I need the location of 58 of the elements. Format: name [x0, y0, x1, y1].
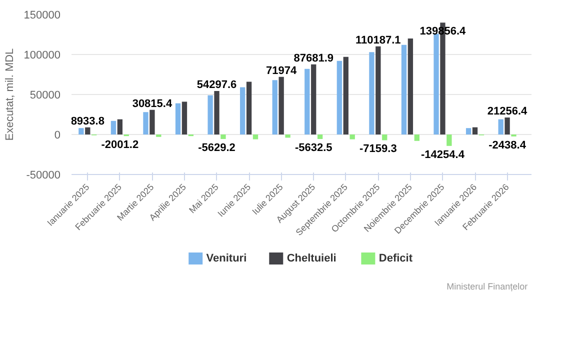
y-tick-label: -50000 [26, 170, 61, 182]
data-label: 71974 [266, 64, 298, 77]
bar [369, 52, 374, 134]
bar [304, 68, 310, 134]
bar [317, 134, 323, 140]
bar [504, 117, 510, 134]
bar [466, 128, 472, 134]
data-label: 8933.8 [70, 115, 104, 128]
data-label: -5629.2 [198, 142, 236, 154]
bar [117, 119, 123, 134]
bar [376, 46, 381, 134]
bar [336, 60, 342, 134]
bar [220, 134, 226, 140]
bar [350, 134, 355, 140]
legend-label: Venituri [206, 252, 247, 264]
bar [214, 91, 220, 134]
data-label: -2001.2 [101, 139, 139, 152]
bar [182, 102, 188, 134]
bar [252, 134, 258, 140]
bar [343, 56, 348, 134]
bar [408, 38, 414, 134]
bar [272, 80, 278, 134]
bar [434, 34, 439, 134]
data-label: -14254.4 [421, 148, 466, 161]
y-tick-label: 0 [54, 130, 61, 142]
bar [175, 103, 181, 134]
bar [246, 82, 252, 134]
y-tick-label: 150000 [24, 10, 61, 22]
bar [285, 134, 290, 138]
bar [446, 134, 452, 146]
bar [311, 64, 316, 134]
bar [278, 76, 284, 134]
bar [414, 134, 420, 141]
y-axis-title: Executat, mil. MDL [4, 48, 16, 141]
data-label: 21256.4 [487, 105, 528, 118]
bar [85, 127, 90, 134]
data-label: 110187.1 [356, 34, 401, 46]
bar [78, 128, 84, 134]
bar [143, 112, 148, 134]
legend-label: Cheltuieli [286, 252, 336, 264]
bar [401, 44, 407, 134]
data-label: 54297.6 [196, 79, 237, 92]
legend-label: Deficit [378, 252, 413, 264]
bar [498, 119, 504, 134]
bar [382, 134, 388, 140]
bar [110, 120, 116, 134]
y-tick-label: 50000 [30, 90, 61, 102]
y-tick-label: 100000 [24, 50, 61, 62]
bar [240, 87, 246, 134]
data-label: -5632.5 [294, 142, 332, 154]
data-label: 87681.9 [294, 52, 334, 64]
bar [150, 110, 155, 134]
data-label: -7159.3 [360, 143, 397, 156]
data-label: 30815.4 [132, 98, 173, 110]
text: Ministerul Finanțelor [446, 282, 528, 292]
bar [472, 127, 478, 134]
data-label: -2438.4 [488, 139, 527, 152]
bar [208, 95, 213, 134]
